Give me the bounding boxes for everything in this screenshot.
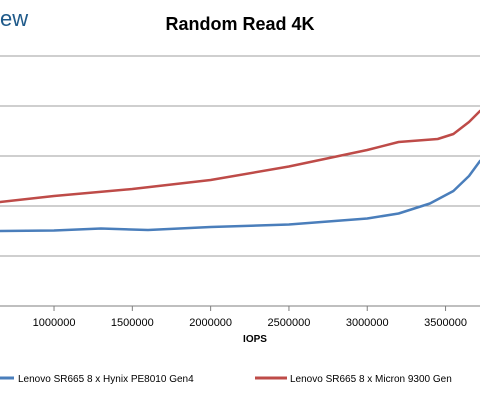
x-tick-label-2: 2000000 [189,317,232,329]
legend-label-1: Lenovo SR665 8 x Micron 9300 Gen [290,374,452,385]
watermark-text: ew [0,6,29,31]
x-tick-label-3: 2500000 [268,317,311,329]
x-axis [0,305,480,311]
series-line-1 [0,109,480,204]
legend-label-0: Lenovo SR665 8 x Hynix PE8010 Gen4 [18,374,194,385]
x-tick-label-1: 1500000 [111,317,154,329]
x-tick-label-0: 1000000 [33,317,76,329]
gridlines [0,55,480,257]
x-tick-labels: 1000000 1500000 2000000 2500000 3000000 35000… [33,317,467,329]
x-tick-label-4: 3000000 [346,317,389,329]
series-lines [0,109,480,233]
legend: Lenovo SR665 8 x Hynix PE8010 Gen4 Lenovo… [0,374,452,385]
chart-title: Random Read 4K [165,14,315,34]
x-axis-label: IOPS [243,334,267,345]
x-tick-label-5: 3500000 [424,317,467,329]
series-line-0 [0,159,480,233]
